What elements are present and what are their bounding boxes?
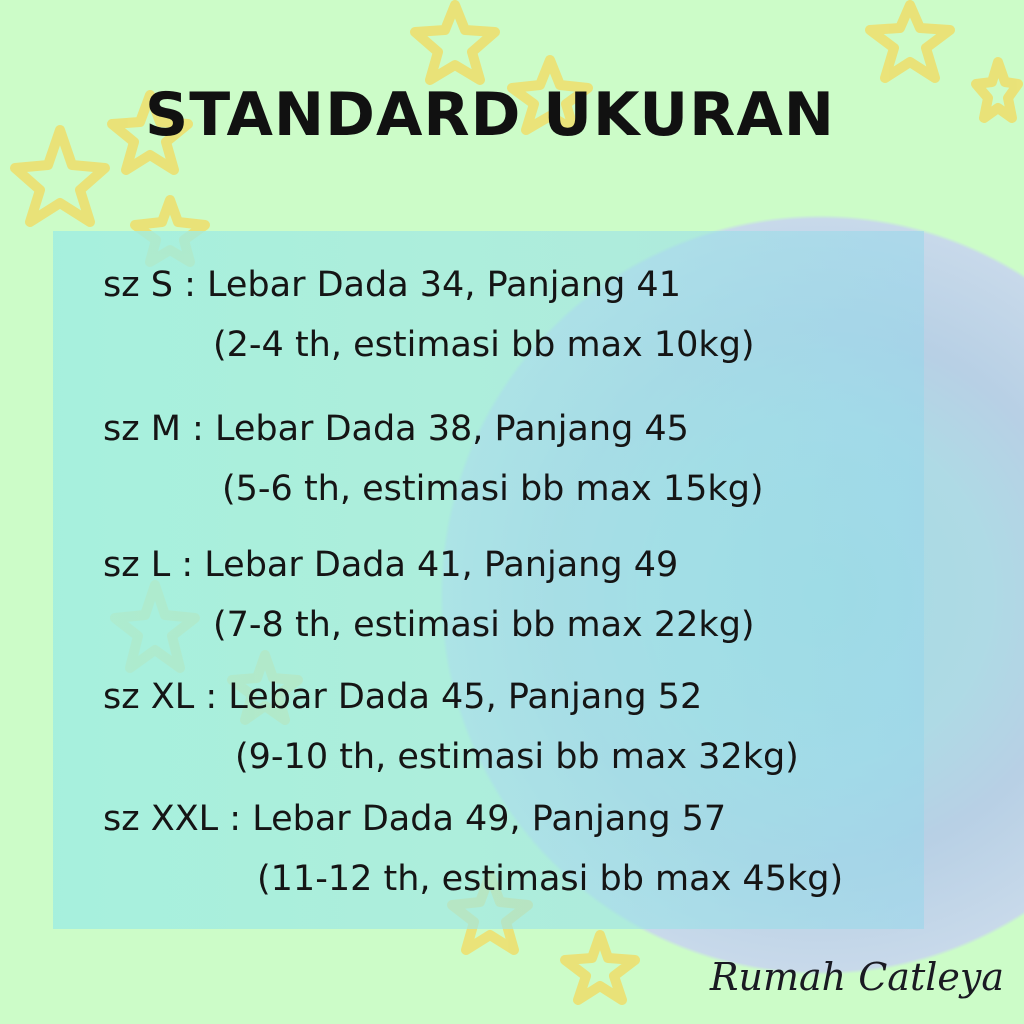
star-icon	[507, 55, 593, 135]
size-l-measurements: sz L : Lebar Dada 41, Panjang 49	[103, 545, 679, 585]
size-xxl-measurements: sz XXL : Lebar Dada 49, Panjang 57	[103, 799, 727, 839]
star-icon	[107, 90, 193, 175]
star-icon	[971, 57, 1023, 123]
brand-signature: Rumah Catleya	[709, 955, 1004, 999]
star-icon	[560, 930, 640, 1005]
star-icon	[865, 0, 955, 83]
size-panel	[53, 231, 924, 929]
star-icon	[410, 0, 500, 85]
size-m-details: (5-6 th, estimasi bb max 15kg)	[222, 469, 764, 509]
size-xxl-details: (11-12 th, estimasi bb max 45kg)	[257, 859, 844, 899]
size-s-details: (2-4 th, estimasi bb max 10kg)	[213, 325, 755, 365]
size-s-measurements: sz S : Lebar Dada 34, Panjang 41	[103, 265, 681, 305]
star-icon	[10, 125, 110, 227]
size-xl-details: (9-10 th, estimasi bb max 32kg)	[235, 737, 799, 777]
size-m-measurements: sz M : Lebar Dada 38, Panjang 45	[103, 409, 689, 449]
size-xl-measurements: sz XL : Lebar Dada 45, Panjang 52	[103, 677, 703, 717]
page-title: STANDARD UKURAN	[145, 80, 835, 150]
size-l-details: (7-8 th, estimasi bb max 22kg)	[213, 605, 755, 645]
